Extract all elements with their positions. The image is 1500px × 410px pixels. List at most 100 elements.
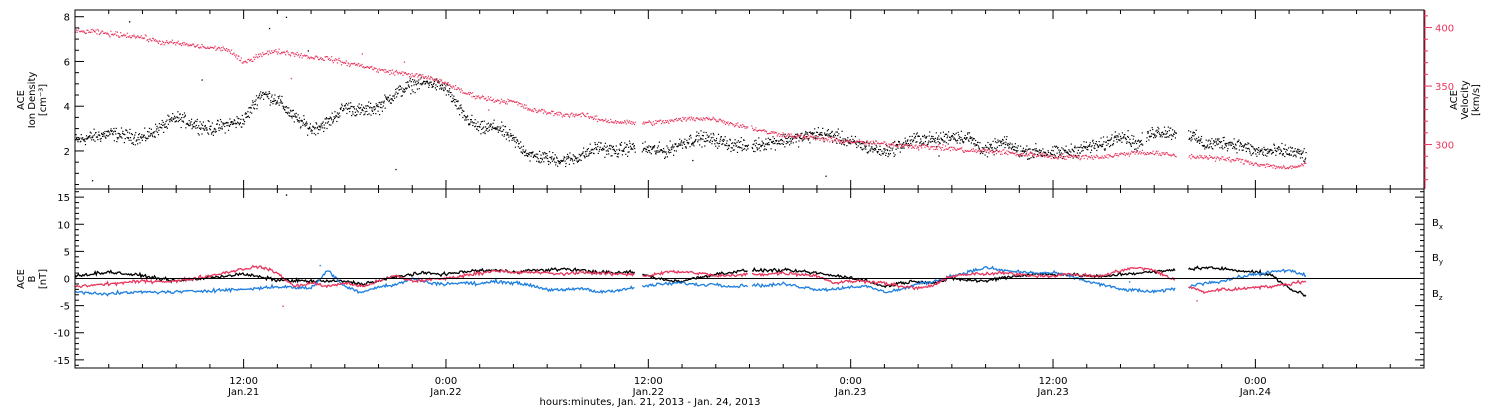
velocity-point	[92, 28, 94, 30]
density-point	[441, 83, 443, 85]
velocity-point	[211, 46, 213, 48]
density-point	[1241, 149, 1243, 151]
density-point	[704, 141, 706, 143]
density-point	[500, 126, 502, 128]
velocity-point	[328, 57, 330, 59]
density-point	[1220, 141, 1222, 143]
density-point	[923, 134, 926, 136]
density-point	[226, 121, 228, 124]
density-point	[999, 140, 1001, 142]
density-point	[148, 127, 151, 129]
density-point	[404, 89, 406, 91]
density-point	[482, 132, 484, 134]
velocity-point	[1212, 157, 1214, 159]
velocity-point	[541, 109, 544, 111]
density-point	[837, 135, 839, 137]
density-point	[960, 136, 962, 139]
density-point	[277, 102, 279, 104]
density-point	[512, 134, 514, 136]
density-point	[512, 137, 515, 139]
density-point	[416, 88, 418, 90]
velocity-point	[1057, 158, 1059, 160]
density-point	[429, 81, 431, 83]
density-point	[1009, 142, 1011, 144]
density-point	[776, 139, 778, 142]
velocity-point	[605, 118, 607, 120]
density-point	[190, 124, 192, 126]
density-point	[1103, 148, 1105, 150]
density-point	[842, 141, 844, 143]
velocity-point	[81, 30, 83, 32]
velocity-point	[681, 120, 683, 122]
density-point	[1163, 133, 1165, 135]
density-point	[341, 103, 343, 105]
density-point	[84, 138, 86, 140]
velocity-point	[787, 133, 789, 135]
density-point	[1159, 136, 1161, 138]
density-point	[1262, 154, 1265, 156]
density-point	[448, 90, 450, 92]
density-point	[868, 145, 870, 147]
density-point	[1255, 153, 1257, 155]
density-point	[864, 146, 866, 148]
velocity-point	[967, 150, 969, 152]
velocity-point	[496, 99, 498, 101]
density-point	[1116, 138, 1118, 140]
density-point	[306, 121, 308, 123]
density-point	[1096, 149, 1098, 152]
velocity-point	[380, 69, 382, 71]
density-point	[211, 132, 213, 134]
velocity-point	[940, 147, 942, 149]
density-point	[236, 116, 238, 118]
density-point	[292, 115, 294, 117]
density-point	[815, 137, 817, 139]
velocity-point	[91, 31, 93, 33]
density-point	[253, 107, 255, 109]
density-point	[1208, 146, 1211, 148]
velocity-point	[356, 65, 358, 67]
density-point	[995, 149, 998, 151]
density-point	[218, 127, 220, 129]
velocity-point	[692, 117, 695, 119]
velocity-point	[391, 69, 393, 71]
density-point	[369, 107, 371, 109]
velocity-point	[347, 62, 349, 64]
density-point	[979, 142, 981, 144]
density-point	[318, 126, 320, 128]
velocity-point	[847, 141, 849, 143]
density-point	[449, 88, 451, 90]
velocity-point	[254, 56, 256, 58]
density-point	[646, 151, 649, 153]
density-point	[973, 138, 975, 140]
density-point	[1206, 145, 1208, 147]
velocity-point	[925, 144, 927, 146]
density-point	[622, 150, 624, 152]
velocity-point	[457, 87, 459, 89]
velocity-point	[693, 119, 695, 121]
density-point	[396, 93, 399, 95]
density-point	[340, 108, 342, 110]
density-point	[183, 112, 186, 114]
y-b-tick-label: -5	[60, 302, 70, 313]
velocity-point	[906, 144, 908, 146]
velocity-point	[165, 41, 167, 43]
density-point	[92, 135, 94, 137]
density-point	[101, 132, 103, 134]
density-point	[979, 153, 981, 155]
velocity-point	[917, 147, 919, 149]
density-point	[587, 155, 589, 157]
velocity-point	[1048, 156, 1050, 158]
velocity-point	[1058, 154, 1061, 156]
velocity-point	[609, 121, 611, 124]
velocity-point	[1150, 152, 1153, 154]
velocity-point	[886, 145, 888, 147]
density-point	[1238, 139, 1240, 141]
density-point	[774, 142, 776, 144]
velocity-point	[691, 117, 693, 119]
velocity-point	[1082, 155, 1084, 157]
density-point	[395, 88, 397, 91]
density-point	[1208, 147, 1210, 149]
density-point	[1282, 154, 1284, 156]
density-point	[765, 148, 767, 151]
density-point	[334, 116, 337, 118]
